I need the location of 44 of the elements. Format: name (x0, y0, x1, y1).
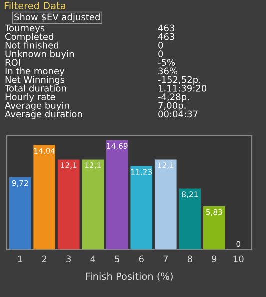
text: 0 (158, 42, 164, 49)
x-tick-label: 2 (42, 256, 47, 262)
text: -152,52p. (158, 76, 200, 85)
text: Completed (6, 33, 54, 42)
x-tick-label: 3 (66, 256, 72, 263)
text: Not finished (6, 42, 58, 49)
text: -5% (158, 59, 176, 66)
bar (82, 160, 104, 250)
text: 463 (158, 24, 175, 32)
bar (58, 160, 80, 250)
x-tick-label: 7 (164, 256, 168, 262)
bar (203, 206, 226, 250)
bar (130, 166, 153, 250)
text: 36% (158, 68, 178, 75)
chart-title: Filtered Data (4, 2, 66, 10)
x-tick-label: 1 (18, 256, 22, 262)
bar (154, 160, 177, 250)
text: 0 (158, 50, 164, 58)
bar (179, 188, 202, 250)
text: Unknown buyin (6, 50, 74, 60)
text: 00:04:37 (158, 110, 198, 118)
text: Average duration (5, 110, 82, 120)
bar (9, 177, 32, 250)
text: 7,00p. (158, 102, 186, 111)
text: -4,28p. (158, 94, 189, 102)
text: Tourneys (4, 24, 45, 34)
text: 463 (158, 33, 175, 40)
x-tick-label: 8 (188, 256, 192, 263)
x-tick-label: 6 (139, 256, 144, 263)
text: Total duration (4, 84, 66, 92)
x-tick-label: 10 (234, 256, 244, 263)
x-axis-title: Finish Position (%) (86, 272, 173, 282)
text: 1.11:39:20 (158, 84, 207, 92)
x-tick-label: 4 (90, 256, 96, 262)
text: Hourly rate (6, 93, 56, 102)
x-tick-label: 9 (212, 256, 217, 263)
chart-subtitle: Show $EV adjusted (14, 14, 100, 22)
x-tick-label: 5 (115, 256, 120, 263)
text: In the money (6, 68, 65, 76)
text: ROI (6, 59, 20, 66)
bar (34, 145, 56, 250)
bar (106, 140, 128, 250)
text: Average buyin (5, 102, 70, 111)
text: Net Winnings (6, 76, 65, 85)
